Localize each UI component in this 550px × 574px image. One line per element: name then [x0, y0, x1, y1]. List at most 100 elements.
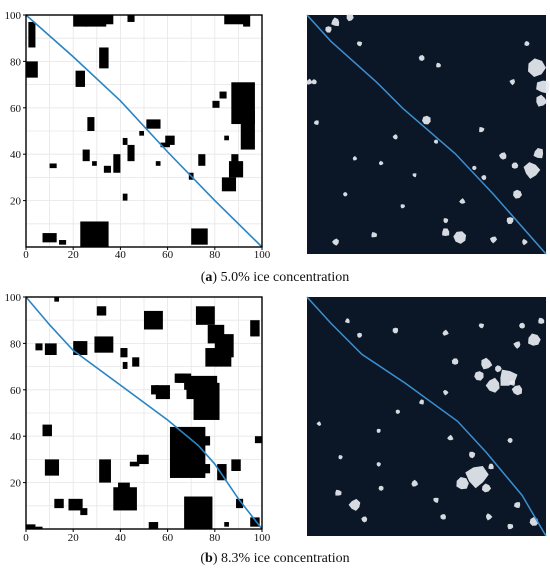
y-tick-label: 100 — [5, 10, 22, 22]
ice-obstacle — [35, 343, 43, 351]
ice-floe — [348, 498, 361, 511]
ice-obstacle — [191, 228, 208, 245]
ice-floe — [447, 434, 454, 441]
ice-floe — [500, 369, 518, 386]
chart-frame — [25, 296, 263, 530]
ice-obstacle — [136, 454, 149, 465]
ice-floe — [538, 317, 545, 324]
ice-floe — [332, 238, 339, 246]
ice-obstacle — [217, 464, 227, 481]
ice-obstacle — [28, 21, 36, 48]
ice-floe — [443, 218, 449, 224]
ice-obstacle — [148, 522, 159, 529]
ice-obstacle — [254, 436, 262, 444]
ice-obstacle — [203, 464, 211, 474]
ice-obstacle — [228, 161, 244, 178]
ice-obstacle — [214, 338, 232, 367]
ice-floe — [346, 13, 354, 22]
ice-obstacle — [103, 165, 111, 173]
ice-obstacle — [224, 522, 229, 527]
ice-floe — [485, 377, 500, 393]
ice-floe — [489, 236, 498, 244]
ice-obstacle — [250, 517, 260, 527]
ice-obstacle — [132, 357, 140, 367]
ice-floe — [376, 428, 381, 433]
ice-floe — [478, 323, 484, 329]
x-tick-label: 40 — [115, 532, 127, 544]
ice-obstacle — [250, 320, 260, 337]
ice-floe — [418, 55, 425, 61]
ice-obstacle — [169, 426, 206, 478]
ice-obstacle — [68, 498, 83, 511]
ice-floe — [472, 165, 477, 171]
ice-obstacle — [118, 482, 130, 502]
ice-floe — [442, 329, 449, 336]
ice-floe — [451, 358, 459, 365]
ice-obstacle — [113, 154, 121, 173]
ice-obstacle — [99, 459, 111, 483]
x-tick-label: 0 — [23, 532, 29, 544]
ice-floe — [488, 463, 494, 470]
x-tick-label: 100 — [254, 532, 271, 544]
ice-obstacle — [240, 110, 255, 150]
ice-floe — [536, 80, 550, 94]
ice-obstacle — [221, 177, 237, 192]
ice-floe — [357, 332, 363, 338]
ice-floe — [352, 156, 358, 161]
ice-obstacle — [85, 15, 107, 27]
ice-obstacle — [231, 459, 241, 471]
ice-floe — [519, 322, 525, 329]
ice-obstacle — [146, 119, 161, 129]
ice-floe — [511, 385, 523, 396]
ice-floe — [325, 26, 332, 33]
ice-floe — [509, 79, 515, 86]
ice-floe — [528, 58, 546, 77]
ice-floe — [371, 232, 377, 238]
ocean-background — [307, 297, 546, 536]
ice-obstacle — [177, 373, 192, 383]
ice-obstacle — [165, 135, 175, 145]
ice-floe — [481, 357, 493, 370]
ice-obstacle — [82, 149, 90, 162]
ice-obstacle — [129, 461, 140, 467]
ice-floe — [481, 175, 487, 181]
y-tick-label: 40 — [10, 149, 22, 161]
ice-floe — [474, 371, 484, 381]
ice-floe — [361, 516, 368, 523]
ice-obstacle — [224, 135, 229, 141]
ice-floe — [356, 41, 363, 47]
ice-floe — [456, 477, 469, 490]
ice-floe — [443, 389, 449, 396]
ice-obstacle — [35, 526, 43, 529]
ice-obstacle — [236, 498, 244, 509]
ice-obstacle — [151, 385, 159, 395]
ice-obstacle — [122, 193, 128, 201]
ice-obstacle — [87, 117, 95, 131]
ice-floe — [459, 198, 466, 204]
route-path — [25, 296, 263, 530]
chart-frame — [25, 14, 263, 248]
x-tick-label: 20 — [68, 532, 80, 544]
ice-floe — [343, 192, 348, 197]
ice-floe — [376, 462, 381, 467]
ice-obstacle — [205, 348, 218, 367]
ice-obstacle — [80, 508, 88, 516]
ice-obstacle — [184, 496, 213, 529]
ice-obstacle — [73, 15, 88, 27]
ice-floe — [433, 497, 439, 503]
ice-floe — [440, 514, 446, 520]
y-tick-label: 40 — [10, 431, 22, 443]
ice-obstacle — [200, 436, 211, 446]
ice-obstacle — [26, 524, 36, 529]
ice-floe — [422, 115, 431, 125]
ice-obstacle — [73, 341, 88, 355]
ice-obstacle — [122, 361, 128, 369]
ice-floe — [392, 134, 398, 140]
ice-obstacle — [103, 15, 114, 25]
ice-floe — [419, 399, 424, 405]
x-tick-label: 80 — [209, 249, 221, 261]
ice-obstacle — [243, 15, 251, 27]
caption-a: (a) 5.0% ice concentration — [200, 270, 350, 285]
ice-floe — [507, 437, 513, 444]
ice-floe — [523, 162, 541, 179]
